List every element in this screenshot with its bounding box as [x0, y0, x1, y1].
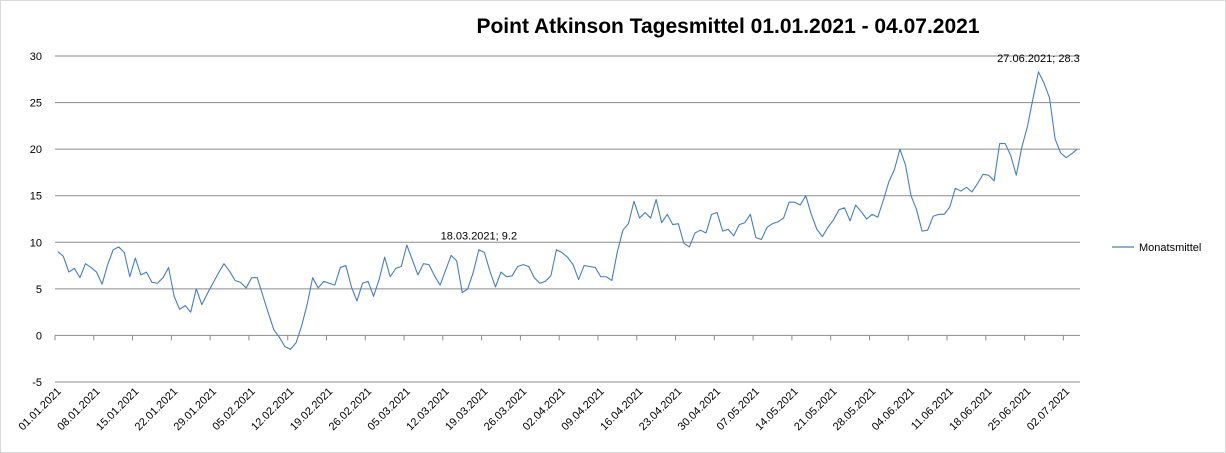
- y-tick-label: -5: [32, 377, 42, 389]
- y-tick-label: 30: [30, 51, 42, 63]
- y-axis-tick-labels: -5 0 5 10 15 20 25 30: [30, 51, 42, 389]
- series-line: [57, 71, 1078, 350]
- series-monatsmittel: [57, 71, 1078, 350]
- legend: Monatsmittel: [1112, 242, 1201, 254]
- legend-label-monatsmittel: Monatsmittel: [1139, 242, 1201, 254]
- chart-title: Point Atkinson Tagesmittel 01.01.2021 - …: [476, 15, 979, 38]
- gridlines: [55, 55, 1080, 383]
- data-label: 27.06.2021; 28.3: [997, 53, 1080, 65]
- x-axis-tick-labels: 01.01.202108.01.202115.01.202122.01.2021…: [16, 386, 1072, 433]
- data-annotations: 18.03.2021; 9.2 27.06.2021; 28.3: [441, 53, 1080, 243]
- y-tick-label: 20: [30, 144, 42, 156]
- data-label: 18.03.2021; 9.2: [441, 231, 517, 243]
- y-tick-label: 10: [30, 237, 42, 249]
- y-tick-label: 0: [36, 330, 42, 342]
- x-axis: [54, 334, 1080, 341]
- y-tick-label: 25: [30, 98, 42, 110]
- y-tick-label: 15: [30, 191, 42, 203]
- y-tick-label: 5: [36, 284, 42, 296]
